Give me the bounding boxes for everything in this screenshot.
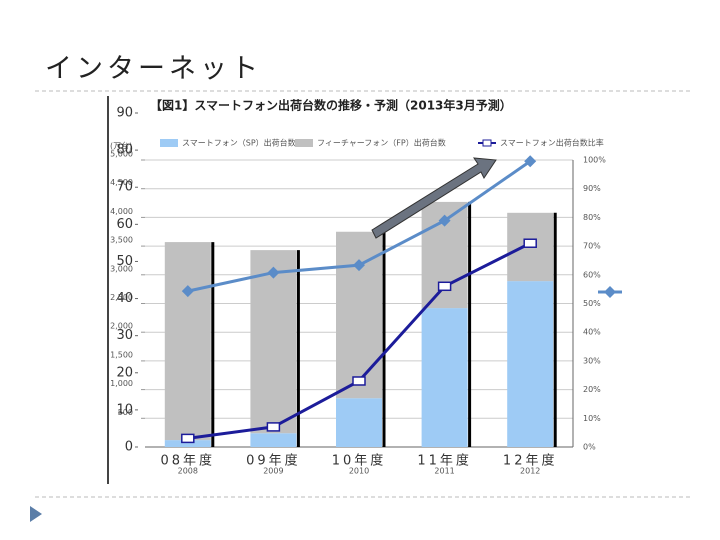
marker	[181, 285, 194, 298]
chart-title: 【図1】スマートフォン出荷台数の推移・予測（2013年3月予測）	[150, 98, 512, 113]
x-tick-label: 2010	[349, 467, 369, 476]
slide-title: インターネット	[45, 54, 262, 85]
x-tick-label: 11年度	[417, 453, 472, 469]
marker	[353, 259, 365, 272]
x-tick-label: 2011	[434, 467, 454, 476]
y-tick-label: 60	[116, 217, 133, 232]
y-tick-label: 20	[116, 365, 133, 380]
y-tick-label: 80	[116, 143, 133, 158]
y2-tick-label: 10%	[583, 414, 601, 423]
bullet	[30, 506, 42, 522]
y2-tick-label: 90%	[583, 184, 601, 193]
bar-segment	[336, 398, 382, 447]
x-tick-label: 09年度	[246, 453, 301, 469]
legend-label: スマートフォン出荷台数比率	[500, 138, 604, 148]
y-tick-label: 500	[118, 408, 133, 417]
x-tick-label: 10年度	[332, 453, 387, 469]
legend-swatch	[482, 139, 492, 147]
y2-tick-label: 20%	[583, 385, 601, 394]
bar-segment	[421, 308, 468, 447]
marker	[438, 214, 451, 227]
y-tick-label: 70	[116, 180, 133, 195]
y2-tick-label: 40%	[583, 328, 601, 337]
y-tick-label: 50	[116, 254, 133, 269]
y2-tick-label: 100%	[583, 156, 606, 165]
y2-tick-label: 80%	[583, 213, 601, 222]
bar-segment	[164, 242, 211, 441]
x-tick-label: 12年度	[503, 453, 558, 469]
y2-tick-label: 70%	[583, 242, 601, 251]
y-tick-label: 2,500	[110, 293, 133, 302]
y-tick-label: 40	[116, 291, 133, 306]
y-tick-label: 10	[116, 402, 133, 417]
y-tick-label: 5,000	[110, 150, 133, 159]
y-tick-label: 1,500	[110, 350, 133, 359]
y-tick-label: 4,000	[110, 207, 133, 216]
legend-swatch	[160, 139, 178, 147]
ratio-marker	[352, 376, 366, 386]
y-tick-label: 4,500	[110, 178, 133, 187]
y-tick-label: 2,000	[110, 322, 133, 331]
legend-swatch	[295, 139, 313, 147]
ratio-marker	[266, 422, 281, 432]
marker	[267, 266, 280, 279]
arrow	[371, 157, 497, 239]
ratio-marker	[181, 433, 195, 444]
x-tick-label: 2008	[178, 467, 198, 476]
y2-tick-label: 60%	[583, 270, 601, 279]
y-tick-label: 30	[116, 328, 133, 343]
y-tick-label: 1,000	[110, 379, 133, 388]
y-tick-label: 3,500	[110, 236, 133, 245]
legend-swatch	[604, 286, 616, 298]
x-tick-label: 08年度	[161, 453, 216, 469]
bar-segment	[250, 433, 297, 447]
marker	[524, 155, 537, 168]
y-tick-label: 90	[116, 106, 133, 121]
ratio-marker	[523, 238, 537, 248]
ratio-marker	[437, 281, 452, 292]
x-tick-label: 2012	[520, 467, 540, 476]
y2-tick-label: 50%	[583, 299, 601, 308]
x-tick-label: 2009	[263, 467, 283, 476]
legend-label: フィーチャーフォン（FP）出荷台数	[317, 138, 446, 148]
bar-segment	[164, 440, 211, 447]
y-tick-label: 0	[125, 440, 133, 455]
bar-segment	[250, 250, 297, 434]
bar-segment	[507, 281, 554, 447]
y-axis-label: (万台)	[110, 141, 132, 151]
y-tick-label: 3,000	[110, 264, 133, 273]
y2-tick-label: 0%	[583, 443, 596, 452]
legend-label: スマートフォン（SP）出荷台数	[182, 138, 296, 148]
y2-tick-label: 30%	[583, 356, 601, 365]
